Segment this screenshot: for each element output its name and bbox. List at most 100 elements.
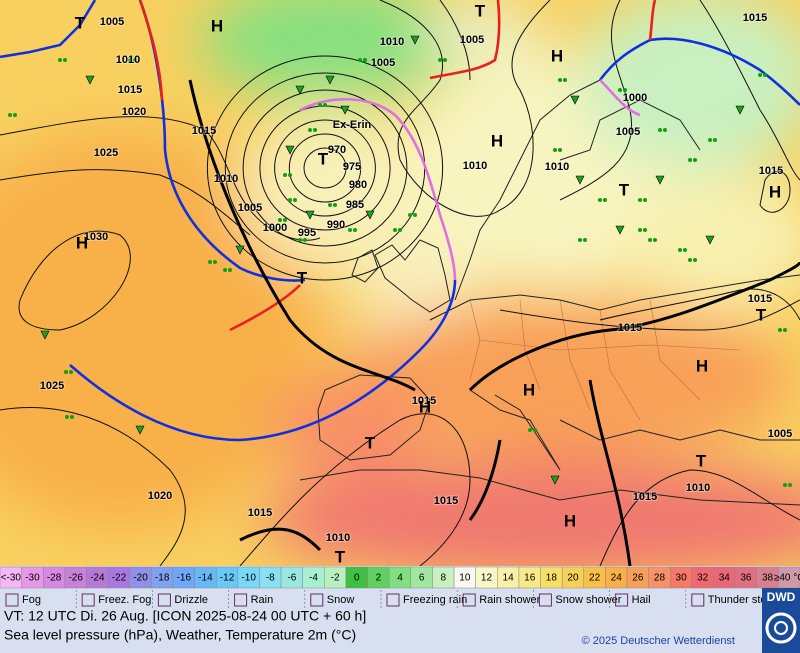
rain-shower — [655, 175, 665, 185]
weather-icon — [310, 593, 324, 607]
rain-dot — [683, 248, 687, 252]
rain-dot — [653, 238, 657, 242]
weather-symbols — [8, 35, 792, 487]
temperature-label: 34 — [719, 573, 731, 584]
rain-dot — [688, 158, 692, 162]
rain-dot — [438, 58, 442, 62]
pressure-label: 1015 — [748, 293, 772, 305]
temperature-label: 30 — [676, 573, 688, 584]
pressure-label: 1015 — [248, 507, 272, 519]
rain-dot — [213, 260, 217, 264]
pressure-label: 1005 — [100, 16, 124, 28]
temperature-label: 36 — [740, 573, 752, 584]
rain-dot — [333, 203, 337, 207]
pressure-label: 990 — [327, 219, 345, 231]
rain-dot — [788, 483, 792, 487]
logo-text: DWD — [767, 590, 796, 604]
pressure-label: 1015 — [618, 322, 642, 334]
troughs — [188, 79, 800, 566]
temperature-label: -18 — [155, 573, 170, 584]
rain-shower — [615, 225, 625, 235]
rain-dot — [278, 218, 282, 222]
rain-dot — [638, 198, 642, 202]
weather-icon — [157, 593, 171, 607]
rain-dot — [283, 218, 287, 222]
pressure-center: H — [696, 356, 708, 375]
pressure-label: 1015 — [192, 125, 216, 137]
rain-dot — [408, 213, 412, 217]
pressure-label: 980 — [349, 179, 367, 191]
temperature-label: -8 — [266, 573, 275, 584]
rain-dot — [298, 238, 302, 242]
rain-dot — [578, 238, 582, 242]
temperature-label: 14 — [503, 573, 515, 584]
rain-dot — [63, 58, 67, 62]
pressure-center: T — [756, 305, 767, 324]
rain-dot — [288, 173, 292, 177]
rain-shower — [340, 105, 350, 115]
pressure-label: 1015 — [633, 491, 657, 503]
isobar-ring — [242, 89, 408, 247]
temperature-label: -28 — [47, 573, 62, 584]
rain-dot — [228, 268, 232, 272]
weather-label: Thunder storm — [708, 594, 780, 606]
rain-shower — [550, 475, 560, 485]
rain-dot — [558, 148, 562, 152]
pressure-label: 1005 — [238, 202, 262, 214]
pressure-label: 1025 — [94, 147, 118, 159]
pressure-center: T — [318, 149, 329, 168]
rain-dot — [693, 258, 697, 262]
rain-dot — [553, 148, 557, 152]
rain-shower — [705, 235, 715, 245]
rain-shower — [295, 85, 305, 95]
temperature-label: 18 — [546, 573, 558, 584]
temperature-label: ≥40 °C — [774, 573, 800, 584]
pressure-label: 1000 — [623, 92, 647, 104]
temperature-label: -30 — [25, 573, 40, 584]
map-labels: 1005101010151020102510301015101010051000… — [39, 1, 793, 566]
rain-dot — [533, 428, 537, 432]
pressure-label: 995 — [298, 227, 316, 239]
rain-dot — [643, 198, 647, 202]
pressure-center: H — [491, 131, 503, 150]
temperature-label: 2 — [376, 573, 382, 584]
pressure-center: H — [76, 233, 88, 252]
pressure-label: 1015 — [118, 84, 142, 96]
pressure-label: 1010 — [326, 532, 350, 544]
weather-icon — [615, 593, 629, 607]
isobar-ring — [303, 147, 347, 189]
rain-dot — [783, 328, 787, 332]
rain-dot — [558, 78, 562, 82]
temperature-label: -22 — [112, 573, 127, 584]
rain-dot — [348, 228, 352, 232]
pressure-label: 1005 — [371, 57, 395, 69]
pressure-center: H — [211, 16, 223, 35]
temperature-label: 6 — [419, 573, 425, 584]
weather-icon — [234, 593, 248, 607]
temperature-label: -20 — [133, 573, 148, 584]
weather-label: Drizzle — [174, 594, 208, 606]
rain-dot — [208, 260, 212, 264]
weather-icon — [538, 593, 552, 607]
description: Sea level pressure (hPa), Weather, Tempe… — [4, 627, 356, 643]
pressure-label: 1000 — [263, 222, 287, 234]
weather-icon — [386, 593, 400, 607]
rain-dot — [708, 138, 712, 142]
pressure-label: 975 — [343, 161, 361, 173]
pressure-label: 1010 — [686, 482, 710, 494]
temperature-label: -12 — [220, 573, 235, 584]
rain-dot — [618, 88, 622, 92]
rain-shower — [325, 75, 335, 85]
pressure-label: 1015 — [743, 12, 767, 24]
rain-shower — [135, 425, 145, 435]
weather-icon — [691, 593, 705, 607]
rain-dot — [69, 370, 73, 374]
pressure-label: 1005 — [460, 34, 484, 46]
pressure-label: 1030 — [84, 231, 108, 243]
rain-shower — [735, 105, 745, 115]
pressure-label: 1005 — [768, 428, 792, 440]
rain-dot — [393, 228, 397, 232]
isobar-ring — [206, 55, 444, 281]
temperature-label: 22 — [589, 573, 601, 584]
pressure-center: T — [475, 1, 486, 20]
